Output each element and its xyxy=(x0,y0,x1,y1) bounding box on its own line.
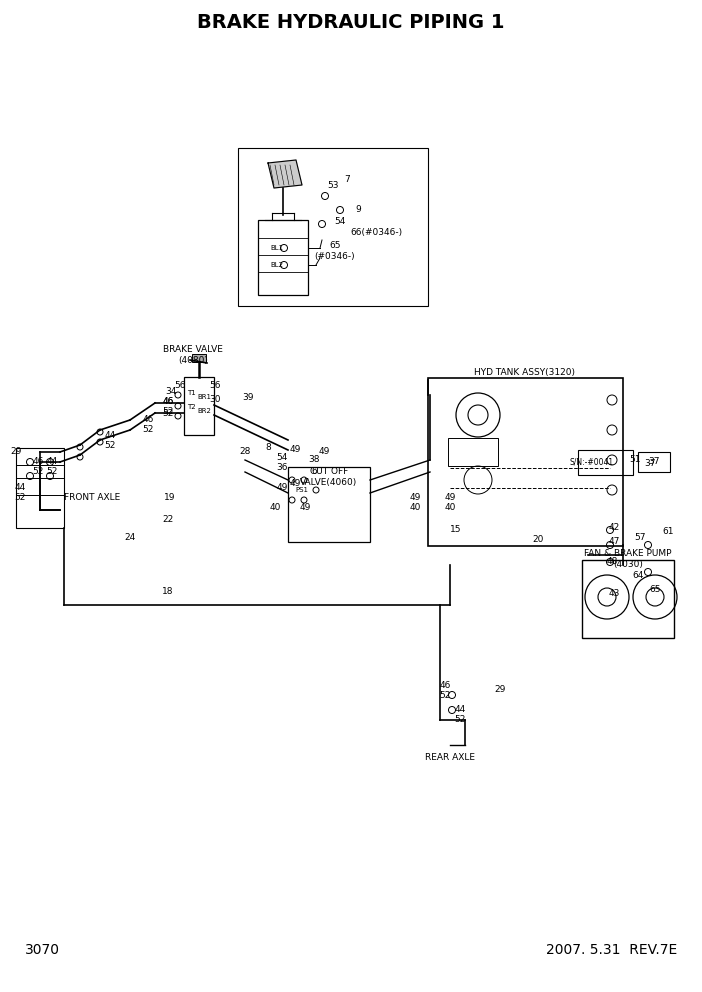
Text: VALVE(4060): VALVE(4060) xyxy=(300,478,357,487)
Text: 66(#0346-): 66(#0346-) xyxy=(350,227,402,236)
Text: 54: 54 xyxy=(277,452,288,461)
Text: 52: 52 xyxy=(162,408,173,417)
Text: CUT OFF: CUT OFF xyxy=(310,467,348,476)
Text: 22: 22 xyxy=(162,516,173,525)
Text: BR2: BR2 xyxy=(197,408,211,414)
Text: (4030): (4030) xyxy=(613,559,643,568)
Text: 52: 52 xyxy=(105,440,116,449)
Bar xyxy=(258,220,308,295)
Text: 37: 37 xyxy=(648,457,660,466)
Bar xyxy=(582,560,674,638)
Text: 40: 40 xyxy=(270,503,281,512)
Text: 46: 46 xyxy=(32,457,44,466)
Text: 15: 15 xyxy=(450,526,462,535)
Bar xyxy=(238,148,428,306)
Bar xyxy=(578,450,633,475)
Text: 38: 38 xyxy=(308,455,319,464)
Text: 49: 49 xyxy=(444,492,456,502)
Text: FRONT AXLE: FRONT AXLE xyxy=(64,493,120,503)
Bar xyxy=(16,448,64,528)
Text: 48: 48 xyxy=(607,558,618,566)
Text: 54: 54 xyxy=(334,217,345,226)
Text: 44: 44 xyxy=(46,457,58,466)
Text: 37: 37 xyxy=(644,458,656,467)
Text: T2: T2 xyxy=(187,404,195,410)
Text: 65: 65 xyxy=(649,585,661,594)
Text: 43: 43 xyxy=(609,589,620,598)
Bar xyxy=(288,467,370,542)
Text: 6: 6 xyxy=(311,467,317,476)
Text: 20: 20 xyxy=(532,536,543,545)
Bar xyxy=(428,378,623,546)
Text: REAR AXLE: REAR AXLE xyxy=(425,754,475,763)
Text: 49: 49 xyxy=(289,478,300,487)
Text: 52: 52 xyxy=(32,467,44,476)
Text: PS1: PS1 xyxy=(295,487,308,493)
Text: 24: 24 xyxy=(124,533,135,542)
Text: BRAKE HYDRAULIC PIPING 1: BRAKE HYDRAULIC PIPING 1 xyxy=(197,13,505,32)
Text: S/N:-#0041: S/N:-#0041 xyxy=(570,457,614,466)
Text: 40: 40 xyxy=(444,504,456,513)
Text: BL2: BL2 xyxy=(270,262,283,268)
Text: 36: 36 xyxy=(277,463,288,472)
Text: FAN & BRAKE PUMP: FAN & BRAKE PUMP xyxy=(584,550,672,558)
Text: 29: 29 xyxy=(10,447,21,456)
Text: 49: 49 xyxy=(277,482,288,491)
Text: 49: 49 xyxy=(318,447,330,456)
Text: 44: 44 xyxy=(14,482,26,491)
Text: 44: 44 xyxy=(105,431,116,439)
Text: 56: 56 xyxy=(209,382,220,391)
Text: 7: 7 xyxy=(344,176,350,185)
Text: 2007. 5.31  REV.7E: 2007. 5.31 REV.7E xyxy=(545,943,677,957)
Text: 29: 29 xyxy=(494,685,505,694)
Text: 47: 47 xyxy=(609,538,620,547)
Text: 49: 49 xyxy=(289,445,300,454)
Text: 52: 52 xyxy=(14,492,26,502)
Text: 56: 56 xyxy=(174,382,186,391)
Text: 39: 39 xyxy=(242,394,253,403)
Bar xyxy=(192,354,206,362)
Text: BL1: BL1 xyxy=(270,245,283,251)
Text: (4080): (4080) xyxy=(178,355,208,364)
Text: 30: 30 xyxy=(209,396,220,405)
Text: 8: 8 xyxy=(265,443,271,452)
Text: (#0346-): (#0346-) xyxy=(314,253,355,262)
Text: 9: 9 xyxy=(355,205,361,214)
Text: 3070: 3070 xyxy=(25,943,60,957)
Text: 52: 52 xyxy=(162,409,173,418)
Text: BRAKE VALVE: BRAKE VALVE xyxy=(163,345,223,354)
Bar xyxy=(448,438,498,466)
Text: 52: 52 xyxy=(46,467,58,476)
Text: 52: 52 xyxy=(143,426,154,434)
Text: 61: 61 xyxy=(662,528,674,537)
Text: 34: 34 xyxy=(165,388,177,397)
Text: T1: T1 xyxy=(187,390,195,396)
Text: HYD TANK ASSY(3120): HYD TANK ASSY(3120) xyxy=(475,367,576,377)
Text: 64: 64 xyxy=(633,571,644,580)
Text: 65: 65 xyxy=(329,241,340,251)
Text: 46: 46 xyxy=(439,681,451,689)
Text: 44: 44 xyxy=(454,705,465,714)
Bar xyxy=(184,377,214,435)
Text: BR1: BR1 xyxy=(197,394,211,400)
Text: 46: 46 xyxy=(143,416,154,425)
Text: 49: 49 xyxy=(409,492,420,502)
Text: 46: 46 xyxy=(162,398,173,407)
Text: 51: 51 xyxy=(629,455,641,464)
Text: 28: 28 xyxy=(239,447,251,456)
Text: 46: 46 xyxy=(162,398,173,407)
Text: 52: 52 xyxy=(439,691,451,700)
Polygon shape xyxy=(268,160,302,188)
Bar xyxy=(638,452,670,472)
Text: 42: 42 xyxy=(609,523,620,532)
Text: 19: 19 xyxy=(164,493,176,503)
Text: 57: 57 xyxy=(634,533,646,542)
Text: 53: 53 xyxy=(327,182,339,190)
Text: 18: 18 xyxy=(162,587,174,596)
Text: 49: 49 xyxy=(299,503,311,512)
Text: 52: 52 xyxy=(454,715,465,724)
Text: 40: 40 xyxy=(409,504,420,513)
